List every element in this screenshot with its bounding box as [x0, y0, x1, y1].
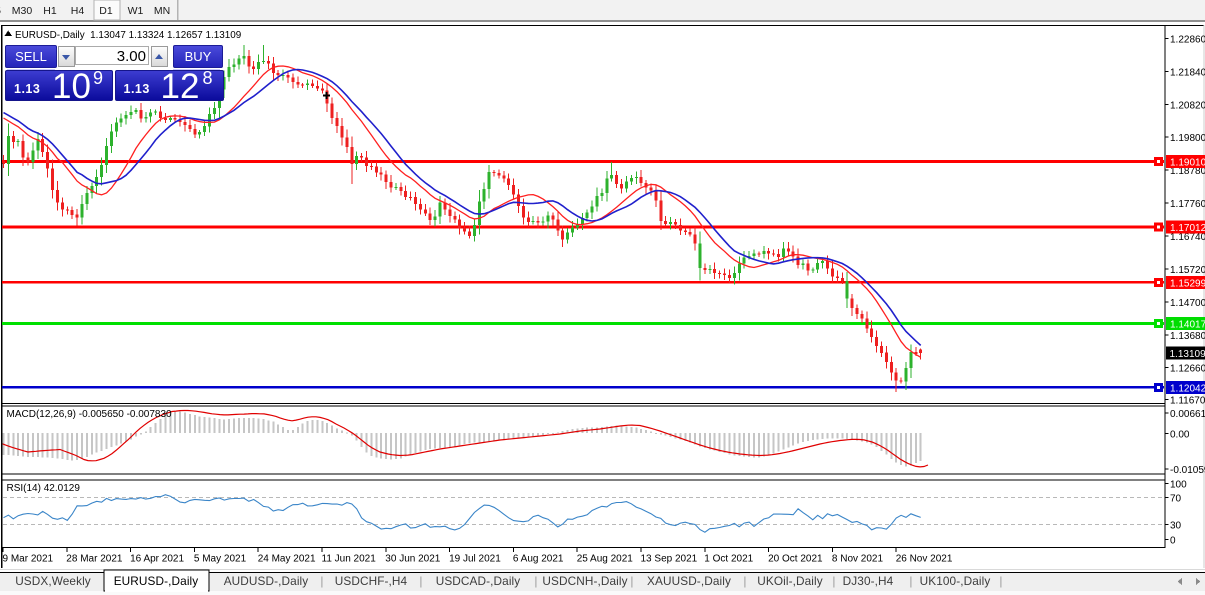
svg-text:1.12042: 1.12042: [1170, 383, 1205, 394]
svg-text:D1: D1: [99, 5, 113, 17]
svg-text:EURUSD-,Daily 1.13047 1.13324: EURUSD-,Daily 1.13047 1.13324 1.12657 1.…: [15, 30, 242, 41]
svg-text:20 Oct 2021: 20 Oct 2021: [768, 554, 823, 565]
svg-text:1.19800: 1.19800: [1170, 133, 1205, 144]
svg-text:W1: W1: [128, 5, 144, 17]
svg-text:1.12660: 1.12660: [1170, 364, 1205, 375]
svg-text:1.22860: 1.22860: [1170, 35, 1205, 46]
svg-text:30: 30: [1170, 521, 1182, 532]
svg-text:1 Oct 2021: 1 Oct 2021: [704, 554, 753, 565]
svg-text:19 Jul 2021: 19 Jul 2021: [449, 554, 501, 565]
svg-text:1.16740: 1.16740: [1170, 232, 1205, 243]
svg-text:|: |: [419, 574, 422, 588]
svg-text:5 May 2021: 5 May 2021: [194, 554, 247, 565]
svg-text:MN: MN: [154, 5, 170, 17]
svg-text:6 Aug 2021: 6 Aug 2021: [513, 554, 564, 565]
svg-text:5: 5: [0, 5, 1, 17]
svg-text:|: |: [832, 574, 835, 588]
svg-text:70: 70: [1170, 494, 1182, 505]
svg-text:|: |: [320, 574, 323, 588]
svg-text:1.18780: 1.18780: [1170, 166, 1205, 177]
svg-text:28 Mar 2021: 28 Mar 2021: [66, 554, 123, 565]
svg-text:0.006611: 0.006611: [1170, 409, 1205, 420]
svg-text:1.14017: 1.14017: [1170, 320, 1205, 331]
svg-text:26 Nov 2021: 26 Nov 2021: [896, 554, 953, 565]
svg-text:0: 0: [1170, 536, 1176, 547]
svg-text:100: 100: [1170, 480, 1187, 491]
svg-text:1.19010: 1.19010: [1170, 158, 1205, 169]
svg-text:AUDUSD-,Daily: AUDUSD-,Daily: [224, 574, 309, 588]
svg-text:1.13680: 1.13680: [1170, 331, 1205, 342]
svg-text:25 Aug 2021: 25 Aug 2021: [577, 554, 634, 565]
svg-text:EURUSD-,Daily: EURUSD-,Daily: [114, 574, 199, 588]
svg-text:1.11670: 1.11670: [1170, 396, 1205, 407]
svg-text:|: |: [534, 574, 537, 588]
svg-text:1.13109: 1.13109: [1170, 349, 1205, 360]
svg-text:H4: H4: [71, 5, 85, 17]
svg-text:DJ30-,H4: DJ30-,H4: [843, 574, 894, 588]
svg-text:USDCHF-,H4: USDCHF-,H4: [335, 574, 408, 588]
svg-text:1.17012: 1.17012: [1170, 223, 1205, 234]
svg-text:|: |: [743, 574, 746, 588]
svg-text:USDCAD-,Daily: USDCAD-,Daily: [436, 574, 521, 588]
svg-text:H1: H1: [43, 5, 57, 17]
svg-text:30 Jun 2021: 30 Jun 2021: [385, 554, 440, 565]
svg-text:13 Sep 2021: 13 Sep 2021: [641, 554, 698, 565]
svg-text:-0.01059: -0.01059: [1170, 465, 1205, 476]
svg-text:|: |: [630, 574, 633, 588]
svg-text:RSI(14) 42.0129: RSI(14) 42.0129: [7, 483, 81, 494]
svg-text:1.21840: 1.21840: [1170, 67, 1205, 78]
svg-text:UK100-,Daily: UK100-,Daily: [920, 574, 991, 588]
svg-text:|: |: [999, 574, 1002, 588]
svg-text:USDX,Weekly: USDX,Weekly: [15, 574, 91, 588]
svg-text:16 Apr 2021: 16 Apr 2021: [130, 554, 184, 565]
svg-text:UKOil-,Daily: UKOil-,Daily: [757, 574, 822, 588]
svg-text:11 Jun 2021: 11 Jun 2021: [322, 554, 377, 565]
svg-text:1.20820: 1.20820: [1170, 100, 1205, 111]
svg-text:24 May 2021: 24 May 2021: [258, 554, 316, 565]
svg-text:9 Mar 2021: 9 Mar 2021: [3, 554, 54, 565]
svg-text:USDCNH-,Daily: USDCNH-,Daily: [542, 574, 627, 588]
svg-text:XAUUSD-,Daily: XAUUSD-,Daily: [647, 574, 731, 588]
svg-text:MACD(12,26,9) -0.005650 -0.007: MACD(12,26,9) -0.005650 -0.007830: [7, 409, 173, 420]
svg-text:M30: M30: [12, 5, 33, 17]
svg-text:0.00: 0.00: [1170, 430, 1190, 441]
svg-text:1.15720: 1.15720: [1170, 265, 1205, 276]
svg-text:1.15299: 1.15299: [1170, 278, 1205, 289]
svg-text:8 Nov 2021: 8 Nov 2021: [832, 554, 884, 565]
svg-text:1.14700: 1.14700: [1170, 298, 1205, 309]
svg-text:1.17760: 1.17760: [1170, 199, 1205, 210]
svg-text:|: |: [909, 574, 912, 588]
